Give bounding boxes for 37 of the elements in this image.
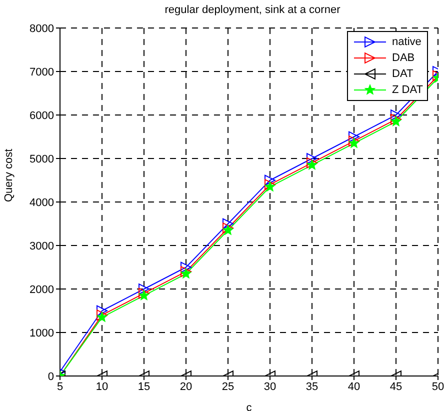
- x-tick-label: 5: [56, 380, 64, 393]
- x-tick-label: 40: [348, 380, 360, 393]
- point: [96, 305, 108, 316]
- point: [390, 116, 402, 126]
- y-tick-label: 5000: [30, 153, 54, 166]
- point: [180, 262, 192, 273]
- point: [222, 218, 234, 230]
- y-axis-title: Query cost: [2, 148, 15, 202]
- y-tick-label: 0: [48, 370, 54, 383]
- point: [306, 153, 318, 164]
- x-tick-label: 10: [96, 380, 108, 393]
- legend-label: DAT: [392, 68, 414, 80]
- x-tick-label: 20: [180, 380, 192, 393]
- y-tick-label: 4000: [30, 196, 54, 209]
- x-tick-label: 30: [264, 380, 276, 393]
- point: [138, 290, 150, 300]
- x-tick-label: 25: [222, 380, 234, 393]
- point: [264, 174, 276, 186]
- x-axis-title: c: [246, 402, 252, 411]
- point: [348, 131, 360, 142]
- legend-label: DAB: [392, 52, 415, 64]
- x-tick-label: 45: [390, 380, 402, 393]
- y-tick-label: 2000: [30, 284, 54, 296]
- y-tick-label: 6000: [30, 110, 54, 122]
- y-tick-label: 8000: [30, 22, 54, 35]
- legend-label: native: [392, 36, 422, 48]
- y-tick-label: 3000: [30, 240, 54, 252]
- x-tick-label: 35: [306, 380, 318, 393]
- x-tick-label: 50: [432, 380, 444, 393]
- x-tick-label: 15: [138, 380, 150, 393]
- y-tick-label: 1000: [30, 327, 54, 340]
- point: [390, 110, 402, 120]
- point: [306, 160, 318, 170]
- point: [138, 284, 150, 294]
- chart-title: regular deployment, sink at a corner: [164, 4, 342, 16]
- legend-label: Z DAT: [392, 84, 423, 96]
- y-tick-label: 7000: [30, 66, 54, 78]
